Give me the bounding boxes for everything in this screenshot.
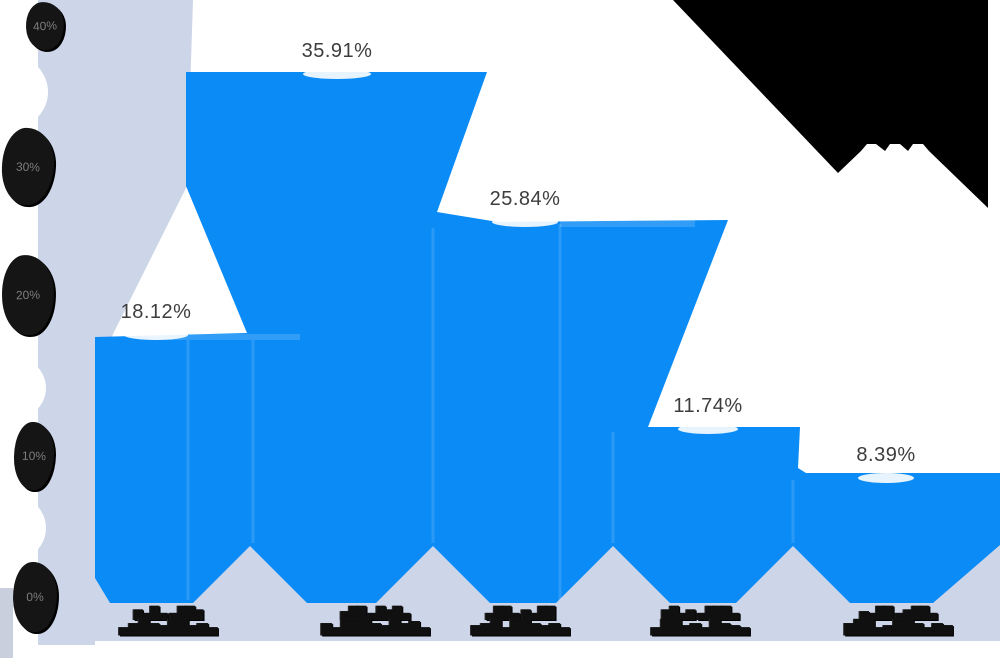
bars-shape[interactable]	[95, 72, 1000, 603]
bar-column-5[interactable]	[806, 476, 1000, 603]
label-ghost-smudges	[124, 69, 914, 483]
x-category-label: ▆█▄▆ ▄███▄ ▄██▅▆▄█▆▅▄	[605, 606, 795, 637]
x-category-label: ▅██ ▄█▆█▄ ▆▄███▆▅█▆▇▄	[280, 606, 470, 637]
x-label-line1: ▅▄██ ▄▆██▄	[859, 606, 938, 620]
x-category-label: ▆▄█▄ ▄██▆ ▄▆█▆▅██▅▆▄	[73, 606, 263, 637]
x-label-line1: ▆▄█▄ ▄██▆	[133, 606, 204, 620]
x-category-label: ▅▄██ ▄▆██▄ ▆██▄▅██▆▄▆▅	[803, 606, 993, 637]
x-label-line2: ▆██▄▅██▆▄▆▅	[844, 620, 952, 637]
data-label: 8.39%	[856, 444, 916, 466]
bar-top-light-strips	[150, 220, 695, 340]
x-label-line1: ▅██ ▄█▆█▄	[340, 606, 411, 620]
data-label: 11.74%	[673, 395, 743, 417]
bar-seam-lines	[186, 224, 795, 600]
panel-bite-shapes	[0, 56, 110, 667]
x-label-line2: ▆▄███▆▅█▆▇▄	[321, 620, 429, 637]
x-label-line2: ▄▆█▆▅██▅▆▄	[119, 620, 218, 637]
data-label: 18.12%	[120, 301, 192, 323]
left-edge-sliver	[0, 588, 13, 658]
x-label-line2: ▅▆█▄██▆▅▆▄	[471, 620, 570, 637]
left-panel-shape	[38, 0, 193, 645]
x-category-label: ▄██▄ ▆▄██ ▅▆█▄██▆▅▆▄	[425, 606, 615, 637]
black-wedge-shape	[673, 0, 988, 208]
bar-column-4[interactable]	[648, 427, 800, 603]
x-label-line2: ▄██▅▆▄█▆▅▄	[651, 620, 750, 637]
x-label-line1: ▆█▄▆ ▄███▄	[661, 606, 740, 620]
data-label: 25.84%	[489, 188, 561, 210]
data-label: 35.91%	[301, 40, 373, 62]
x-label-line1: ▄██▄ ▆▄██	[485, 606, 556, 620]
